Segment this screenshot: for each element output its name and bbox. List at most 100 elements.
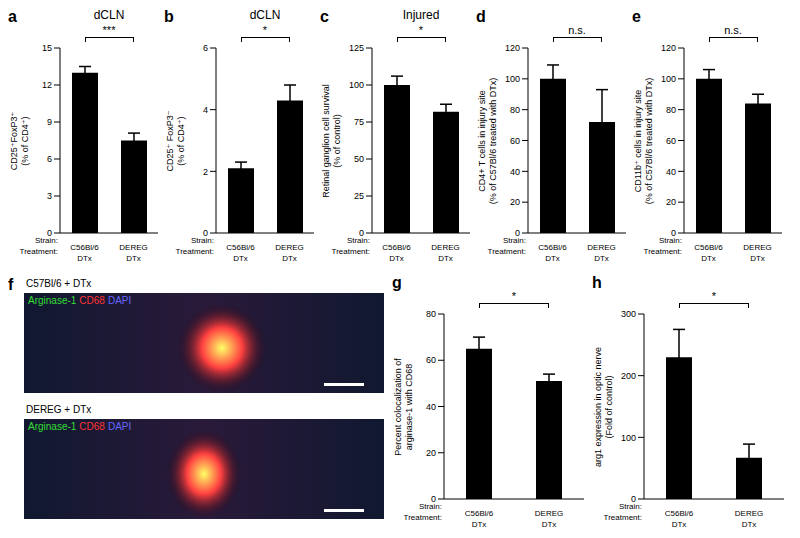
svg-text:200: 200 (621, 371, 636, 381)
html-text:Treatment:: Treatment: (19, 247, 58, 256)
svg-text:100: 100 (661, 74, 676, 84)
html-text:arginase-1 with CD68: arginase-1 with CD68 (403, 363, 413, 450)
svg-text:125: 125 (349, 43, 364, 53)
html-text:(% of C57Bl/6 treated with DTx: (% of C57Bl/6 treated with DTx) (487, 77, 497, 204)
svg-text:DEREG: DEREG (431, 243, 459, 252)
svg-text:C56Bl/6: C56Bl/6 (70, 243, 99, 252)
html-text:Treatment:: Treatment: (331, 247, 370, 256)
svg-text:DTx: DTx (389, 254, 404, 263)
html-text:dCLN: dCLN (93, 8, 125, 22)
html-text:CD25⁺ FoxP3⁻: CD25⁺ FoxP3⁻ (164, 110, 174, 171)
svg-text:DTx: DTx (126, 254, 141, 263)
svg-text:50: 50 (354, 154, 364, 164)
svg-text:25: 25 (354, 191, 364, 201)
html-text:a: a (8, 8, 17, 25)
svg-text:C56Bl/6: C56Bl/6 (465, 509, 494, 518)
svg-text:C56Bl/6: C56Bl/6 (226, 243, 255, 252)
svg-text:DTx: DTx (438, 254, 453, 263)
svg-text:DEREG: DEREG (275, 243, 303, 252)
html-text:CD11b⁺ cells in injury site: CD11b⁺ cells in injury site (632, 89, 642, 192)
svg-text:80: 80 (510, 105, 520, 115)
svg-text:C56Bl/6: C56Bl/6 (382, 243, 411, 252)
svg-text:4: 4 (203, 105, 208, 115)
html-text:Injured: Injured (402, 8, 440, 22)
html-text:CD25⁺FoxP3⁺: CD25⁺FoxP3⁺ (8, 111, 18, 170)
html-text:(% of control): (% of control) (331, 113, 341, 168)
svg-text:20: 20 (426, 448, 436, 458)
svg-text:DTx: DTx (77, 254, 92, 263)
svg-text:80: 80 (666, 105, 676, 115)
svg-text:DTx: DTx (672, 520, 687, 529)
html-text:Strain:: Strain: (34, 236, 58, 245)
html-text:(% of CD4⁺): (% of CD4⁺) (19, 115, 29, 166)
html-text:Retinal ganglion cell survival: Retinal ganglion cell survival (320, 83, 330, 198)
svg-text:DTx: DTx (750, 254, 765, 263)
html-text:e: e (632, 8, 641, 25)
html-text:arg1 expression in optic nerve: arg1 expression in optic nerve (592, 346, 602, 467)
html-text:g: g (392, 274, 402, 291)
svg-text:120: 120 (505, 43, 520, 53)
html-text:dCLN: dCLN (249, 8, 281, 22)
html-text:d: d (476, 8, 486, 25)
html-text:b: b (164, 8, 174, 25)
html-text:(% of CD4⁺): (% of CD4⁺) (175, 115, 185, 166)
svg-text:40: 40 (426, 402, 436, 412)
svg-text:DEREG: DEREG (735, 509, 763, 518)
svg-text:DTx: DTx (545, 254, 560, 263)
svg-text:60: 60 (426, 355, 436, 365)
svg-text:DEREG: DEREG (587, 243, 615, 252)
html-text:Treatment:: Treatment: (643, 247, 682, 256)
svg-text:DEREG: DEREG (119, 243, 147, 252)
html-text:C57Bl/6 + DTx: C57Bl/6 + DTx (26, 278, 92, 289)
html-text:n.s.: n.s. (568, 24, 586, 36)
svg-text:DEREG: DEREG (743, 243, 771, 252)
svg-text:DTx: DTx (742, 520, 757, 529)
html-text:Strain:: Strain: (190, 236, 214, 245)
svg-text:60: 60 (666, 136, 676, 146)
svg-text:DEREG: DEREG (535, 509, 563, 518)
html-text:Percent colocalization of: Percent colocalization of (392, 357, 402, 456)
html-text:DEREG + DTx: DEREG + DTx (26, 404, 92, 415)
html-text:h: h (592, 274, 602, 291)
svg-text:80: 80 (426, 309, 436, 319)
html-text:Strain:: Strain: (346, 236, 370, 245)
html-text:(% of C57Bl/6 treated with DTx: (% of C57Bl/6 treated with DTx) (643, 77, 653, 204)
svg-text:100: 100 (621, 433, 636, 443)
html-text:c: c (320, 8, 329, 25)
svg-text:DTx: DTx (472, 520, 487, 529)
svg-text:DTx: DTx (542, 520, 557, 529)
svg-text:120: 120 (661, 43, 676, 53)
svg-text:DTx: DTx (701, 254, 716, 263)
svg-text:2: 2 (203, 167, 208, 177)
html-text:n.s.: n.s. (724, 24, 742, 36)
svg-text:DTx: DTx (282, 254, 297, 263)
svg-text:75: 75 (354, 117, 364, 127)
svg-text:60: 60 (510, 136, 520, 146)
svg-text:6: 6 (47, 154, 52, 164)
html-text:Strain:: Strain: (658, 236, 682, 245)
html-text:CD4+ T cells in injury site: CD4+ T cells in injury site (476, 89, 486, 192)
svg-text:40: 40 (510, 167, 520, 177)
svg-text:9: 9 (47, 117, 52, 127)
html-text:Arginase-1 CD68 DAPI: Arginase-1 CD68 DAPI (28, 295, 132, 306)
html-text:(Fold of control): (Fold of control) (603, 375, 613, 438)
svg-text:C56Bl/6: C56Bl/6 (665, 509, 694, 518)
html-text:Treatment:: Treatment: (487, 247, 526, 256)
svg-text:12: 12 (42, 80, 52, 90)
svg-text:6: 6 (203, 43, 208, 53)
svg-text:20: 20 (666, 197, 676, 207)
svg-text:C56Bl/6: C56Bl/6 (538, 243, 567, 252)
svg-text:40: 40 (666, 167, 676, 177)
svg-text:DTx: DTx (594, 254, 609, 263)
html-text:Treatment:: Treatment: (175, 247, 214, 256)
svg-text:100: 100 (349, 80, 364, 90)
svg-text:3: 3 (47, 191, 52, 201)
svg-text:C56Bl/6: C56Bl/6 (694, 243, 723, 252)
svg-text:20: 20 (510, 197, 520, 207)
html-text:Strain:: Strain: (502, 236, 526, 245)
svg-text:100: 100 (505, 74, 520, 84)
svg-text:300: 300 (621, 309, 636, 319)
svg-text:15: 15 (42, 43, 52, 53)
html-text:Arginase-1 CD68 DAPI: Arginase-1 CD68 DAPI (28, 421, 132, 432)
svg-text:DTx: DTx (233, 254, 248, 263)
